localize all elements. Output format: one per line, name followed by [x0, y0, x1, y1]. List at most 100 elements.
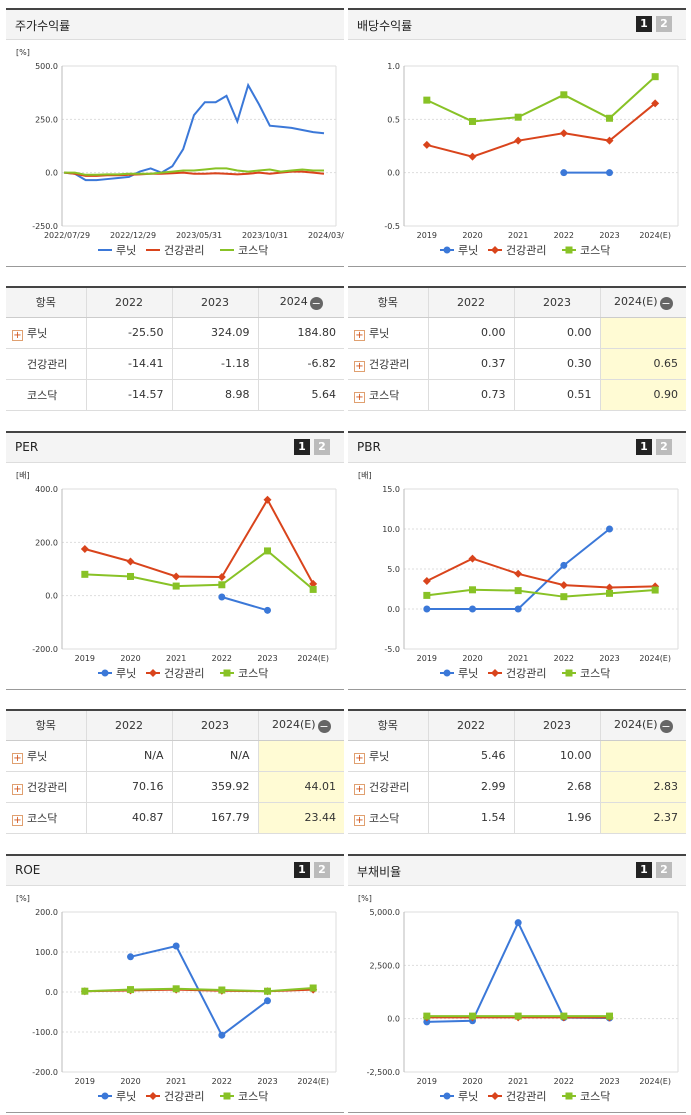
collapse-icon[interactable]: − [317, 719, 331, 733]
unit-label: [배] [16, 471, 30, 480]
expand-icon[interactable]: + [354, 329, 365, 341]
legend-marker-kosdaq [565, 246, 573, 254]
table-cell: 0.00 [427, 317, 514, 349]
series-line-kosdaq [426, 588, 656, 598]
data-point-health [126, 557, 135, 566]
table-header-1: 2022 [427, 709, 514, 741]
table-cell: 40.87 [85, 802, 172, 834]
x-tick-label: 2021 [508, 654, 528, 663]
y-tick-label: 0.0 [387, 605, 400, 614]
table-header-3: 2024(E) − [599, 286, 686, 318]
table-cell: -14.57 [85, 379, 172, 411]
table-cell: 2.37 [599, 802, 686, 834]
legend-marker-lunit [443, 1092, 451, 1100]
legend-label-lunit[interactable]: 루닛 [458, 667, 478, 680]
legend-label-health[interactable]: 건강관리 [164, 244, 204, 257]
page-button-1[interactable]: 1 [636, 439, 652, 455]
data-point-lunit [514, 919, 522, 927]
table-cell: 184.80 [257, 317, 344, 349]
page-button-2[interactable]: 2 [314, 862, 330, 878]
collapse-icon[interactable]: − [659, 296, 673, 310]
legend-label-kosdaq[interactable]: 코스닥 [238, 667, 268, 680]
data-point-kosdaq [218, 581, 226, 589]
expand-icon[interactable]: + [354, 360, 365, 372]
chart-header: 주가수익률 [6, 10, 344, 40]
x-tick-label: 2024(E) [297, 654, 329, 663]
table-cell: 5.64 [257, 379, 344, 411]
expand-icon[interactable]: + [12, 752, 23, 764]
table-header-3: 2024(E) − [599, 709, 686, 741]
collapse-icon[interactable]: − [309, 296, 323, 310]
legend-label-lunit[interactable]: 루닛 [116, 667, 136, 680]
page-button-1[interactable]: 1 [636, 862, 652, 878]
row-name: 코스닥 [6, 379, 86, 411]
x-tick-label: 2023 [599, 1077, 619, 1086]
series-line-kosdaq [84, 987, 314, 993]
series-line-lunit [221, 596, 268, 612]
page-button-1[interactable]: 1 [294, 439, 310, 455]
legend-label-kosdaq[interactable]: 코스닥 [580, 244, 610, 257]
y-tick-label: 200.0 [35, 538, 58, 547]
data-point-health [559, 581, 568, 590]
x-tick-label: 2020 [120, 654, 140, 663]
data-point-kosdaq [560, 593, 568, 601]
chart-svg: [%] 200.0 100.0 0.0 -100.0 -200.0 2019 2020 2021… [16, 894, 337, 1103]
legend-marker-health [491, 246, 499, 254]
data-point-health [422, 577, 431, 585]
data-point-kosdaq [514, 1012, 522, 1020]
expand-icon[interactable]: + [354, 783, 365, 795]
row-name: + 루닛 [348, 317, 428, 349]
chart-header: PBR 1 2 [348, 433, 686, 463]
data-point-kosdaq [423, 591, 431, 599]
legend-label-kosdaq[interactable]: 코스닥 [580, 1090, 610, 1103]
x-tick-label: 2022/07/29 [44, 231, 90, 240]
chart-header: 배당수익률 1 2 [348, 10, 686, 40]
data-point-health [263, 495, 272, 504]
row-name: + 코스닥 [6, 802, 86, 834]
expand-icon[interactable]: + [12, 814, 23, 826]
expand-icon[interactable]: + [12, 329, 23, 341]
expand-icon[interactable]: + [354, 391, 365, 403]
expand-icon[interactable]: + [354, 814, 365, 826]
collapse-icon[interactable]: − [659, 719, 673, 733]
page-button-1[interactable]: 1 [294, 862, 310, 878]
page-button-2[interactable]: 2 [656, 16, 672, 32]
data-point-kosdaq [218, 986, 226, 994]
chart-panel-stock: 주가수익률 [%] 500.0 250.0 0.0 -250.0 2022/07/29 202… [6, 8, 344, 267]
legend-label-kosdaq[interactable]: 코스닥 [238, 1090, 268, 1103]
legend-label-lunit[interactable]: 루닛 [458, 244, 478, 257]
page-button-2[interactable]: 2 [314, 439, 330, 455]
chart-title: 주가수익률 [15, 19, 71, 33]
x-tick-label: 2020 [462, 654, 482, 663]
page-button-2[interactable]: 2 [656, 439, 672, 455]
legend-label-health[interactable]: 건강관리 [506, 244, 546, 257]
table-cell: 70.16 [85, 771, 172, 803]
table-row: + 루닛 N/A N/A [6, 740, 344, 772]
legend-label-kosdaq[interactable]: 코스닥 [580, 667, 610, 680]
legend-label-health[interactable]: 건강관리 [506, 1090, 546, 1103]
page-button-1[interactable]: 1 [636, 16, 652, 32]
x-tick-label: 2022 [554, 654, 574, 663]
y-tick-label: 400.0 [35, 485, 58, 494]
expand-icon[interactable]: + [354, 752, 365, 764]
table-header-1: 2022 [85, 709, 172, 741]
x-tick-label: 2023 [599, 231, 619, 240]
table-row: + 건강관리 0.37 0.30 0.65 [348, 348, 686, 380]
table-cell: 2.99 [427, 771, 514, 803]
table-cell: 0.51 [513, 379, 600, 411]
page-button-2[interactable]: 2 [656, 862, 672, 878]
table-cell: 5.46 [427, 740, 514, 772]
legend-marker-health [149, 1092, 157, 1100]
legend-label-lunit[interactable]: 루닛 [458, 1090, 478, 1103]
data-point-lunit [423, 1018, 431, 1026]
chart-panel-debt: 부채비율 1 2 [%] 5,000.0 2,500.0 0.0 -2,500.0 2019 20… [348, 854, 686, 1113]
legend-label-health[interactable]: 건강관리 [164, 667, 204, 680]
legend-label-health[interactable]: 건강관리 [506, 667, 546, 680]
table-cell: -1.18 [171, 348, 258, 380]
table-dividend: 항목 2022 2023 2024(E) − + 루닛 0.00 0.00 + 건강관리 0.37 0.… [348, 286, 686, 411]
legend-label-health[interactable]: 건강관리 [164, 1090, 204, 1103]
legend-label-kosdaq[interactable]: 코스닥 [238, 244, 268, 257]
legend-label-lunit[interactable]: 루닛 [116, 1090, 136, 1103]
legend-label-lunit[interactable]: 루닛 [116, 244, 136, 257]
expand-icon[interactable]: + [12, 783, 23, 795]
